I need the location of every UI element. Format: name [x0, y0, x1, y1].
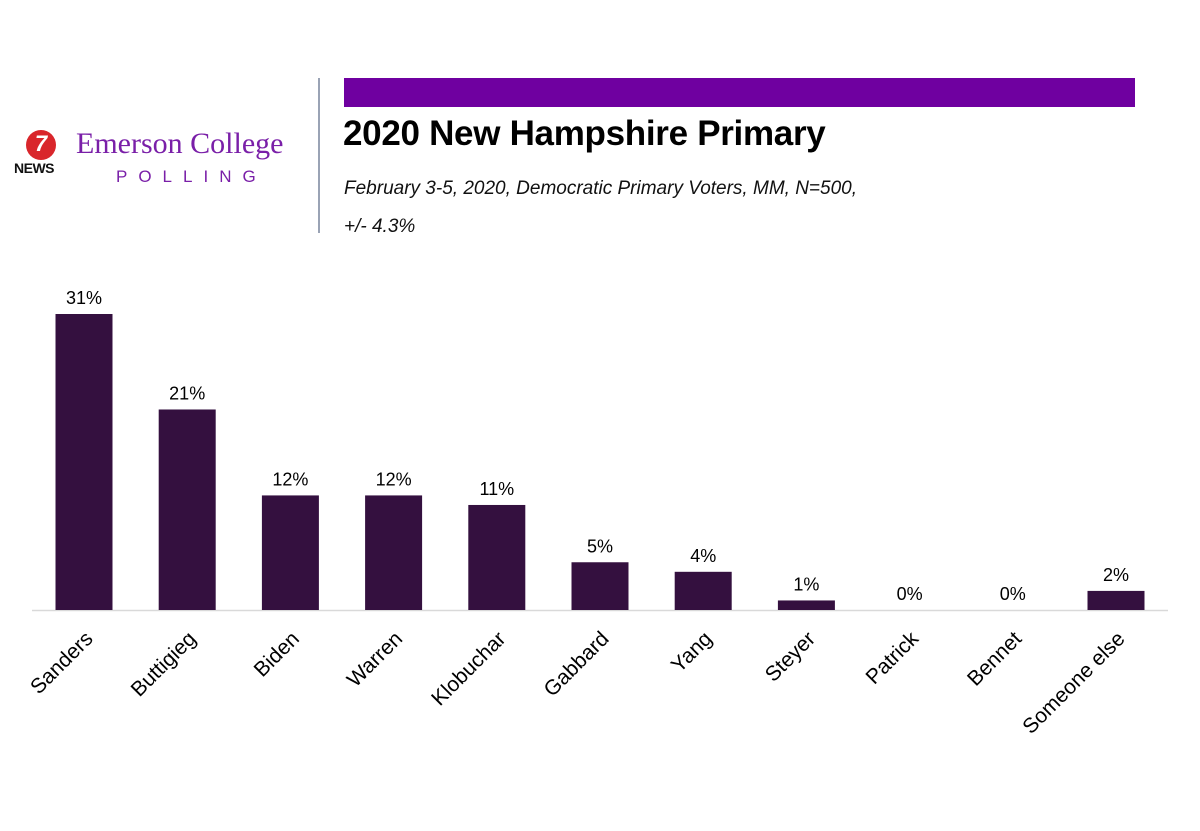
category-label: Someone else [1018, 627, 1129, 738]
value-label: 21% [169, 383, 205, 403]
category-label: Klobuchar [427, 627, 510, 710]
bar-klobuchar [468, 504, 526, 610]
bar-gabbard [571, 562, 629, 610]
value-label: 12% [376, 469, 412, 489]
polling-label: POLLING [116, 167, 267, 186]
value-label: 1% [793, 574, 819, 594]
header-divider [318, 78, 320, 233]
emerson-polling-logo: 7 NEWS Emerson College POLLING [14, 125, 314, 195]
value-label: 31% [66, 288, 102, 308]
category-label: Warren [343, 627, 407, 691]
margin-of-error: +/- 4.3% [344, 216, 416, 237]
value-label: 12% [272, 469, 308, 489]
category-label: Patrick [861, 627, 923, 689]
value-label: 0% [897, 584, 923, 604]
bar-sanders [55, 314, 113, 610]
logo-news-text: NEWS [14, 160, 55, 176]
value-label: 5% [587, 536, 613, 556]
category-label: Bennet [963, 627, 1026, 690]
bar-yang [674, 571, 732, 610]
value-label: 0% [1000, 584, 1026, 604]
value-label: 11% [479, 479, 514, 499]
category-label: Gabbard [539, 627, 613, 701]
bar-someone-else [1087, 590, 1145, 610]
category-label: Buttigieg [127, 627, 201, 701]
accent-bar [344, 78, 1135, 107]
college-name: Emerson College [76, 127, 284, 160]
category-label: Yang [667, 627, 717, 677]
category-label: Steyer [761, 627, 820, 686]
value-label: 2% [1103, 565, 1129, 585]
logo-number: 7 [34, 131, 48, 156]
bar-buttigieg [158, 409, 216, 610]
channel-7-logo-icon: 7 [26, 130, 56, 160]
chart-title: 2020 New Hampshire Primary [343, 114, 826, 153]
bar-steyer [777, 600, 835, 610]
bar-biden [261, 495, 319, 610]
chart-subtitle: February 3-5, 2020, Democratic Primary V… [344, 178, 857, 199]
value-label: 4% [690, 546, 716, 566]
category-label: Biden [250, 627, 304, 681]
bar-warren [365, 495, 423, 610]
category-label: Sanders [26, 627, 98, 699]
